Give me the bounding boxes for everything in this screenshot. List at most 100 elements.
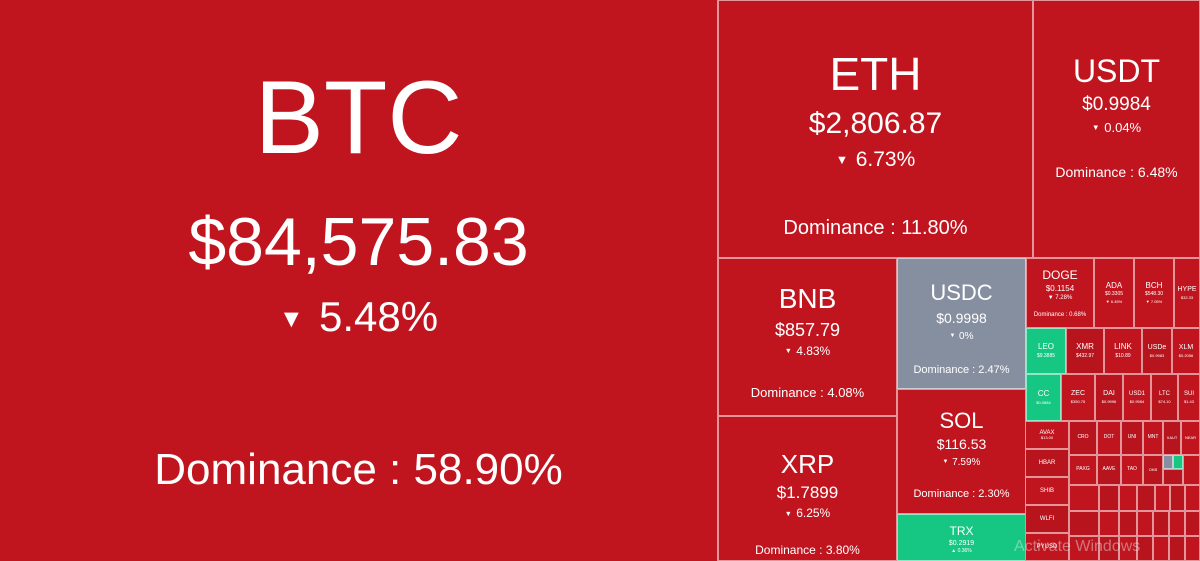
tile-sui[interactable]: SUI $1.43 [1178, 374, 1200, 421]
tile-small-e[interactable] [1119, 485, 1137, 511]
coin-price: $0.1154 [1045, 283, 1075, 293]
tile-ada[interactable]: ADA $0.3305 ▼ 6.45% [1094, 258, 1134, 328]
tile-small-p[interactable] [1185, 511, 1200, 536]
tile-uni[interactable]: UNI [1121, 421, 1143, 455]
tile-zec[interactable]: ZEC $350.75 [1061, 374, 1095, 421]
coin-change: ▼ 7.05% [1145, 298, 1163, 304]
coin-symbol: USDT [1072, 52, 1161, 89]
tile-xaut[interactable]: XAUT [1163, 421, 1181, 455]
coin-symbol: PAXG [1076, 466, 1090, 473]
tile-bch[interactable]: BCH $548.30 ▼ 7.05% [1134, 258, 1174, 328]
coin-symbol: USDC [930, 280, 993, 306]
tile-cro[interactable]: CRO [1069, 421, 1097, 455]
tile-dot[interactable]: DOT [1097, 421, 1121, 455]
tile-small-w[interactable] [1185, 536, 1200, 561]
coin-change: ▼ 6.73% [835, 148, 916, 172]
coin-price: $10.89 [1115, 352, 1131, 359]
tile-aave[interactable]: AAVE [1097, 455, 1121, 485]
tile-xlm[interactable]: XLM $0.2056 [1172, 328, 1200, 374]
tile-okb[interactable]: OKB [1143, 455, 1163, 485]
triangle-down-icon: ▼ [942, 458, 949, 465]
coin-symbol: UNI [1127, 434, 1137, 441]
tile-small-d[interactable] [1099, 485, 1119, 511]
tile-mnt[interactable]: MNT [1143, 421, 1163, 455]
tile-pyusd[interactable]: PYUSD [1025, 533, 1069, 561]
coin-price: $0.9984 [1129, 398, 1145, 404]
tile-paxg[interactable]: PAXG [1069, 455, 1097, 485]
tile-small-v[interactable] [1169, 536, 1185, 561]
tile-small-k[interactable] [1099, 511, 1119, 536]
tile-small-l[interactable] [1119, 511, 1137, 536]
tile-gainer-small[interactable] [1173, 455, 1183, 469]
tile-small-a[interactable] [1183, 455, 1200, 485]
coin-price: $13.00 [1040, 435, 1054, 441]
tile-small-r[interactable] [1099, 536, 1119, 561]
tile-trx[interactable]: TRX $0.2919 ▲ 0.36% [897, 514, 1026, 561]
coin-symbol: WLFI [1039, 515, 1055, 522]
tile-usdt[interactable]: USDT $0.9984 ▼ 0.04% Dominance : 6.48% [1033, 0, 1200, 258]
tile-small-n[interactable] [1153, 511, 1169, 536]
tile-shib[interactable]: SHIB [1025, 477, 1069, 505]
coin-dominance: Dominance : 2.30% [913, 487, 1010, 500]
coin-symbol: OKB [1148, 466, 1158, 472]
coin-symbol: ADA [1105, 280, 1123, 290]
tile-avax[interactable]: AVAX $13.00 [1025, 421, 1069, 449]
coin-symbol: MNT [1147, 434, 1159, 441]
tile-ltc[interactable]: LTC $74.10 [1151, 374, 1178, 421]
tile-small-o[interactable] [1169, 511, 1185, 536]
tile-usd1[interactable]: USD1 $0.9984 [1123, 374, 1151, 421]
coin-symbol: CC [1037, 388, 1050, 398]
coin-price: $2,806.87 [808, 107, 943, 141]
coin-symbol: LEO [1037, 341, 1054, 351]
tile-btc[interactable]: BTC $84,575.83 ▼ 5.48% Dominance : 58.90% [0, 0, 718, 561]
triangle-down-icon: ▼ [784, 508, 792, 518]
tile-small-q[interactable] [1069, 536, 1099, 561]
tile-small-c[interactable] [1069, 485, 1099, 511]
triangle-down-icon: ▼ [278, 304, 304, 333]
tile-hbar[interactable]: HBAR [1025, 449, 1069, 477]
tile-usdc[interactable]: USDC $0.9998 ▼ 0% Dominance : 2.47% [897, 258, 1026, 389]
tile-usde[interactable]: USDe $0.9983 [1142, 328, 1172, 374]
tile-xrp[interactable]: XRP $1.7899 ▼ 6.25% Dominance : 3.80% [718, 416, 897, 561]
tile-small-i[interactable] [1185, 485, 1200, 511]
tile-small-u[interactable] [1153, 536, 1169, 561]
tile-small-g[interactable] [1155, 485, 1170, 511]
coin-price: $0.0884 [1036, 399, 1051, 405]
tile-small-h[interactable] [1170, 485, 1185, 511]
tile-xmr[interactable]: XMR $432.97 [1066, 328, 1104, 374]
coin-symbol: AAVE [1102, 466, 1116, 473]
tile-stablecoin-small[interactable] [1163, 455, 1173, 469]
tile-leo[interactable]: LEO $9.3885 [1026, 328, 1066, 374]
coin-price: $0.3305 [1104, 291, 1124, 298]
tile-doge[interactable]: DOGE $0.1154 ▼ 7.28% Dominance : 0.68% [1026, 258, 1094, 328]
tile-link[interactable]: LINK $10.89 [1104, 328, 1142, 374]
tile-small-j[interactable] [1069, 511, 1099, 536]
tile-small-t[interactable] [1137, 536, 1153, 561]
tile-small-s[interactable] [1119, 536, 1137, 561]
tile-cc[interactable]: CC $0.0884 [1026, 374, 1061, 421]
tile-near[interactable]: NEAR [1181, 421, 1200, 455]
coin-symbol: ZEC [1071, 390, 1085, 398]
tile-small-f[interactable] [1137, 485, 1155, 511]
coin-symbol: HBAR [1038, 459, 1056, 466]
coin-price: $32.33 [1180, 294, 1194, 300]
tile-wlfi[interactable]: WLFI [1025, 505, 1069, 533]
tile-sol[interactable]: SOL $116.53 ▼ 7.59% Dominance : 2.30% [897, 389, 1026, 514]
coin-change: ▼ 0.04% [1091, 119, 1142, 135]
tile-dai[interactable]: DAI $0.9996 [1095, 374, 1123, 421]
coin-dominance: Dominance : 0.68% [1033, 311, 1087, 318]
coin-price: $0.9984 [1082, 93, 1151, 115]
coin-symbol: CRO [1077, 434, 1089, 441]
tile-hype[interactable]: HYPE $32.33 [1174, 258, 1200, 328]
coin-price: $0.2919 [948, 540, 975, 547]
tile-eth[interactable]: ETH $2,806.87 ▼ 6.73% Dominance : 11.80% [718, 0, 1033, 258]
coin-price: $1.43 [1183, 398, 1194, 404]
coin-price: $857.79 [774, 319, 841, 340]
triangle-down-icon: ▼ [1047, 295, 1056, 302]
tile-tao[interactable]: TAO [1121, 455, 1143, 485]
coin-symbol: XMR [1076, 341, 1094, 351]
tile-small-m[interactable] [1137, 511, 1153, 536]
tile-small-b[interactable] [1163, 469, 1183, 485]
coin-symbol: ETH [829, 47, 922, 100]
tile-bnb[interactable]: BNB $857.79 ▼ 4.83% Dominance : 4.08% [718, 258, 897, 416]
